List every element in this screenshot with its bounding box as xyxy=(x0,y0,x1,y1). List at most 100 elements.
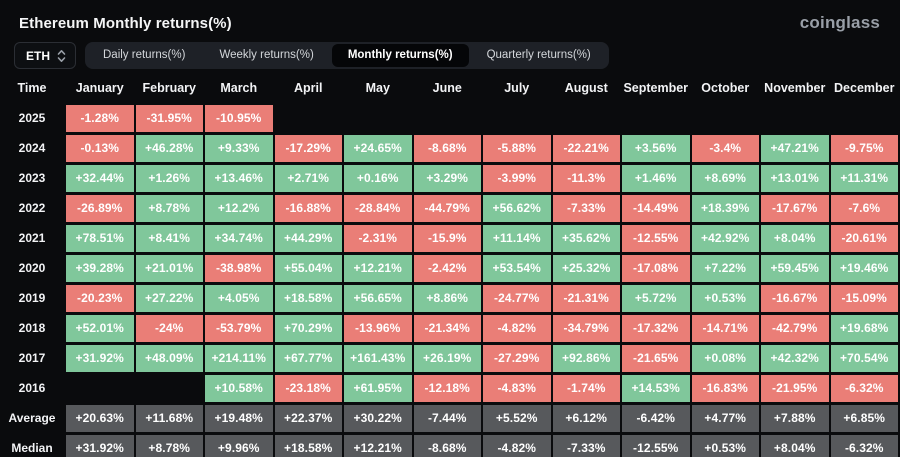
return-cell: +53.54% xyxy=(483,255,551,282)
return-cell: +11.68% xyxy=(135,405,203,432)
return-cell: +12.2% xyxy=(205,195,273,222)
return-cell: +48.09% xyxy=(135,345,203,372)
return-cell xyxy=(275,105,343,132)
return-cell: -8.68% xyxy=(413,435,481,457)
return-cell: +9.33% xyxy=(205,135,273,162)
return-cell xyxy=(622,105,690,132)
return-cell: +26.19% xyxy=(413,345,481,372)
return-cell: +59.45% xyxy=(761,255,829,282)
return-cell: +27.22% xyxy=(135,285,203,312)
return-cell: -17.29% xyxy=(274,135,342,162)
return-cell: -16.88% xyxy=(274,195,342,222)
return-cell: +8.04% xyxy=(761,435,829,457)
select-arrows-icon xyxy=(57,49,66,63)
return-cell: +13.01% xyxy=(761,165,829,192)
return-cell: -8.68% xyxy=(413,135,481,162)
return-cell: +22.37% xyxy=(274,405,342,432)
return-cell: -5.88% xyxy=(483,135,551,162)
return-cell: +6.12% xyxy=(552,405,620,432)
tab-daily-returns[interactable]: Daily returns(%) xyxy=(103,49,186,61)
return-cell: -34.79% xyxy=(552,315,620,342)
tab-quarterly-returns[interactable]: Quarterly returns(%) xyxy=(486,49,591,61)
return-cell: -22.21% xyxy=(552,135,620,162)
row-label: 2021 xyxy=(18,231,46,245)
return-cell: -7.33% xyxy=(552,195,620,222)
return-cell: -3.99% xyxy=(483,165,551,192)
column-header: December xyxy=(834,81,895,95)
return-cell: +42.32% xyxy=(761,345,829,372)
return-cell: +32.44% xyxy=(66,165,134,192)
return-cell: -21.65% xyxy=(622,345,690,372)
symbol-select[interactable]: ETH xyxy=(14,42,76,69)
returns-table: Time January February March April May June July… xyxy=(0,76,900,457)
return-cell: +70.29% xyxy=(274,315,342,342)
column-header: March xyxy=(220,81,258,95)
return-cell: -15.9% xyxy=(413,225,481,252)
return-cell: +92.86% xyxy=(552,345,620,372)
return-cell: +18.58% xyxy=(274,435,342,457)
controls-row: ETH Daily returns(%) Weekly returns(%) M… xyxy=(14,42,900,69)
return-cell: +9.96% xyxy=(205,435,273,457)
return-cell xyxy=(483,105,551,132)
return-cell: -1.74% xyxy=(552,375,620,402)
column-header: April xyxy=(294,81,323,95)
return-cell: +12.21% xyxy=(344,255,412,282)
return-cell: -16.83% xyxy=(691,375,759,402)
return-cell: -14.71% xyxy=(691,315,759,342)
return-cell: +39.28% xyxy=(66,255,134,282)
return-cell: +56.65% xyxy=(344,285,412,312)
return-cell: +70.54% xyxy=(830,345,898,372)
returns-tab-group: Daily returns(%) Weekly returns(%) Month… xyxy=(85,42,609,69)
row-label: 2022 xyxy=(18,201,46,215)
return-cell: +30.22% xyxy=(344,405,412,432)
return-cell: +4.77% xyxy=(691,405,759,432)
row-label: Average xyxy=(8,411,56,425)
column-header: November xyxy=(764,81,826,95)
return-cell: -13.96% xyxy=(344,315,412,342)
row-label: 2016 xyxy=(18,381,46,395)
return-cell: +7.22% xyxy=(691,255,759,282)
return-cell: +61.95% xyxy=(344,375,412,402)
coinglass-logo[interactable]: coinglass xyxy=(799,13,880,32)
column-header: February xyxy=(142,81,197,95)
return-cell: -17.08% xyxy=(622,255,690,282)
return-cell: +5.72% xyxy=(622,285,690,312)
return-cell: -7.33% xyxy=(552,435,620,457)
return-cell: +21.01% xyxy=(135,255,203,282)
row-label: 2023 xyxy=(18,171,46,185)
return-cell xyxy=(761,105,829,132)
row-label: 2025 xyxy=(18,111,46,125)
return-cell: -11.3% xyxy=(552,165,620,192)
return-cell: -42.79% xyxy=(761,315,829,342)
return-cell: +11.14% xyxy=(483,225,551,252)
return-cell: -21.95% xyxy=(761,375,829,402)
return-cell: -15.09% xyxy=(830,285,898,312)
return-cell: +78.51% xyxy=(66,225,134,252)
return-cell: +18.39% xyxy=(691,195,759,222)
return-cell: +19.48% xyxy=(205,405,273,432)
return-cell: +31.92% xyxy=(66,435,134,457)
return-cell: -4.82% xyxy=(483,435,551,457)
return-cell: -6.32% xyxy=(830,435,898,457)
row-label: 2019 xyxy=(18,291,46,305)
row-label: 2024 xyxy=(18,141,46,155)
return-cell: +34.74% xyxy=(205,225,273,252)
return-cell: -21.31% xyxy=(552,285,620,312)
return-cell: -17.32% xyxy=(622,315,690,342)
return-cell: -2.31% xyxy=(344,225,412,252)
return-cell: +10.58% xyxy=(205,375,273,402)
tab-weekly-returns[interactable]: Weekly returns(%) xyxy=(219,49,314,61)
return-cell: +18.58% xyxy=(274,285,342,312)
return-cell: -12.55% xyxy=(622,435,690,457)
return-cell: +4.05% xyxy=(205,285,273,312)
column-header: September xyxy=(623,81,689,95)
return-cell: +44.29% xyxy=(274,225,342,252)
return-cell: -26.89% xyxy=(66,195,134,222)
tab-monthly-returns[interactable]: Monthly returns(%) xyxy=(331,44,469,67)
return-cell: +19.68% xyxy=(830,315,898,342)
return-cell: +24.65% xyxy=(344,135,412,162)
return-cell: -17.67% xyxy=(761,195,829,222)
return-cell: +8.86% xyxy=(413,285,481,312)
row-label: 2017 xyxy=(18,351,46,365)
return-cell: +12.21% xyxy=(344,435,412,457)
